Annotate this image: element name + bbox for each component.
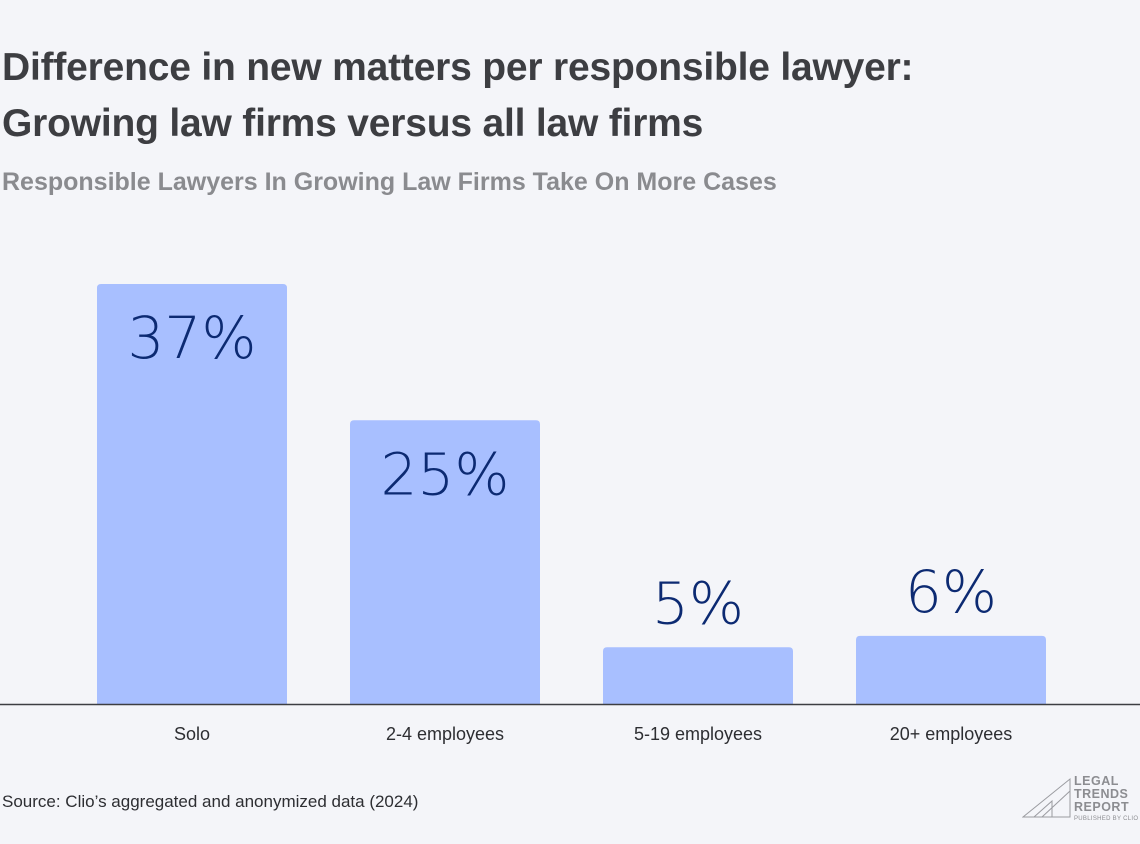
title-line-2: Growing law firms versus all law firms xyxy=(2,102,704,145)
data-label: 25% xyxy=(381,440,510,508)
logo-mark-icon xyxy=(1022,777,1071,818)
x-tick-label: 20+ employees xyxy=(890,724,1013,744)
data-label: 6% xyxy=(905,558,997,626)
data-label: 37% xyxy=(128,304,257,372)
bar xyxy=(350,420,540,704)
bar xyxy=(856,635,1046,704)
data-label: 5% xyxy=(652,569,744,637)
x-tick-label: 2-4 employees xyxy=(386,724,504,744)
logo-subtext: PUBLISHED BY CLIO xyxy=(1074,816,1139,822)
legal-trends-report-logo: LEGAL TRENDS REPORT PUBLISHED BY CLIO xyxy=(1022,774,1138,829)
x-tick-label: Solo xyxy=(174,724,210,744)
chart-title: Difference in new matters per responsibl… xyxy=(2,40,914,152)
bar-chart: 37% Solo 25% 2-4 employees 5% 5-19 employees 6… xyxy=(0,284,1140,744)
logo-line-3: REPORT xyxy=(1074,800,1130,814)
source-note: Source: Clio’s aggregated and anonymized… xyxy=(2,792,419,811)
chart-subtitle: Responsible Lawyers In Growing Law Firms… xyxy=(2,168,777,196)
bar xyxy=(603,647,793,704)
x-tick-label: 5-19 employees xyxy=(634,724,762,744)
title-line-1: Difference in new matters per responsibl… xyxy=(2,46,914,89)
logo-line-1: LEGAL xyxy=(1074,774,1119,788)
bar xyxy=(97,284,287,704)
logo-line-2: TRENDS xyxy=(1074,787,1129,801)
